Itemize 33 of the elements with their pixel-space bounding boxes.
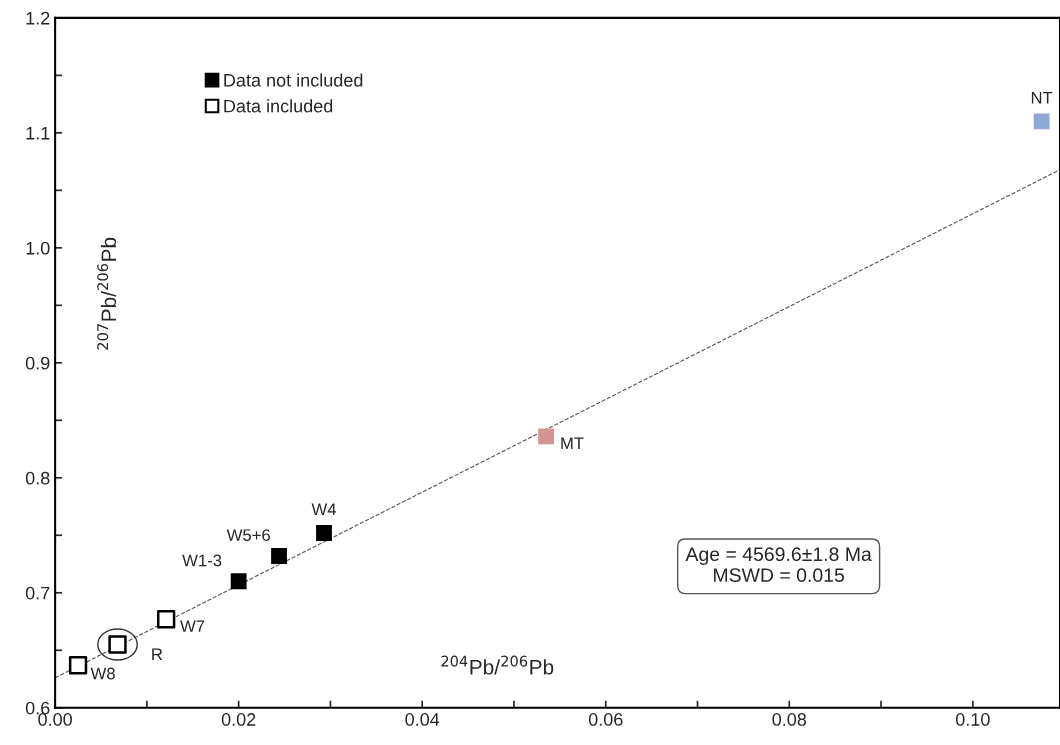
x-tick-label: 0.10 — [955, 713, 990, 726]
legend-label: Data not included — [224, 73, 363, 87]
annotation: W4 — [311, 503, 337, 516]
y-tick-label: 0.7 — [25, 586, 50, 600]
annotation: R — [152, 648, 163, 660]
point — [1033, 113, 1050, 130]
annotation: W8 — [90, 667, 115, 680]
y-axis-title: $^{207}$Pb/$^{206}$Pb — [97, 237, 117, 350]
point — [156, 610, 176, 629]
x-tick-label: 0.00 — [38, 713, 72, 726]
point — [316, 525, 332, 541]
y-tick-label: 0.8 — [25, 471, 50, 485]
point — [230, 573, 247, 590]
y-tick-label: 1.0 — [26, 241, 50, 255]
x-tick-label: 0.06 — [588, 713, 623, 726]
point — [68, 656, 88, 675]
x-tick-label: 0.02 — [221, 713, 256, 726]
annotation: W7 — [180, 620, 205, 632]
x-axis-title: $^{204}$Pb/$^{206}$Pb — [441, 655, 554, 675]
y-tick-label: 0.6 — [25, 701, 50, 715]
legend-label: Data included — [224, 99, 333, 113]
point — [271, 548, 287, 564]
y-tick-label: 1.2 — [26, 11, 50, 25]
x-tick-label: 0.08 — [772, 713, 807, 726]
y-tick-label: 0.9 — [25, 356, 50, 370]
point — [538, 428, 555, 445]
annotation: MT — [561, 437, 584, 450]
y-tick-label: 1.1 — [26, 126, 50, 140]
x-tick-label: 0.04 — [405, 713, 440, 726]
annotation: W1-3 — [182, 554, 222, 567]
annotation: NT — [1031, 91, 1053, 104]
annotation: Age = 4569.6±1.8 Ma MSWD = 0.015 — [685, 547, 872, 583]
annotation: W5+6 — [226, 529, 270, 542]
